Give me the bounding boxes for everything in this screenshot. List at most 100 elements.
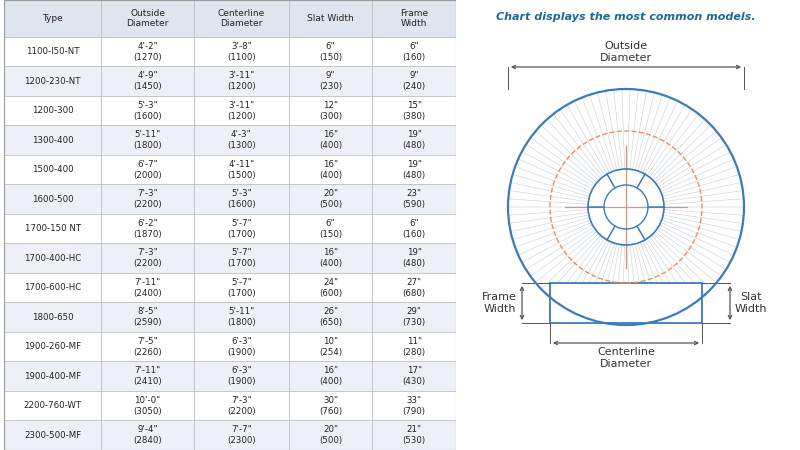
Bar <box>4 155 101 184</box>
Bar <box>101 96 194 126</box>
Text: 5'-7"
(1700): 5'-7" (1700) <box>227 248 256 268</box>
Text: 1200-230-NT: 1200-230-NT <box>24 76 81 86</box>
Text: 10"
(254): 10" (254) <box>319 337 342 356</box>
Bar <box>101 155 194 184</box>
Bar <box>372 37 456 67</box>
Bar <box>194 126 289 155</box>
Bar <box>289 67 372 96</box>
Text: 16"
(400): 16" (400) <box>319 248 342 268</box>
Bar <box>101 361 194 391</box>
Text: Chart displays the most common models.: Chart displays the most common models. <box>496 12 756 22</box>
Bar <box>101 0 194 37</box>
Text: 3'-11"
(1200): 3'-11" (1200) <box>227 71 256 91</box>
Bar <box>4 37 101 67</box>
Bar <box>194 0 289 37</box>
Text: 4'-2"
(1270): 4'-2" (1270) <box>133 42 162 62</box>
Bar <box>4 391 101 420</box>
Text: 5'-11"
(1800): 5'-11" (1800) <box>133 130 162 150</box>
Bar <box>4 273 101 302</box>
Bar <box>194 332 289 361</box>
Text: 6"
(150): 6" (150) <box>319 42 342 62</box>
Bar <box>372 214 456 243</box>
Text: 2300-500-MF: 2300-500-MF <box>24 431 82 440</box>
Text: 7'-5"
(2260): 7'-5" (2260) <box>133 337 162 356</box>
Text: 4'-3"
(1300): 4'-3" (1300) <box>227 130 256 150</box>
Bar <box>372 361 456 391</box>
Text: 3'-11"
(1200): 3'-11" (1200) <box>227 101 256 121</box>
Text: Type: Type <box>42 14 63 23</box>
Text: 1300-400: 1300-400 <box>32 136 74 145</box>
Text: 1700-400-HC: 1700-400-HC <box>24 254 82 263</box>
Text: 16"
(400): 16" (400) <box>319 366 342 386</box>
Bar <box>101 332 194 361</box>
Bar <box>101 184 194 214</box>
Bar <box>101 67 194 96</box>
Text: 6"
(150): 6" (150) <box>319 219 342 238</box>
Bar <box>194 67 289 96</box>
Text: 2200-760-WT: 2200-760-WT <box>23 401 82 410</box>
Text: 6'-7"
(2000): 6'-7" (2000) <box>133 160 162 180</box>
Bar <box>372 96 456 126</box>
Bar <box>550 283 702 323</box>
Text: 20"
(500): 20" (500) <box>319 425 342 445</box>
Text: 19"
(480): 19" (480) <box>402 160 426 180</box>
Text: 1500-400: 1500-400 <box>32 165 74 174</box>
Text: 12"
(300): 12" (300) <box>319 101 342 121</box>
Bar <box>4 302 101 332</box>
Bar <box>101 126 194 155</box>
Bar <box>289 243 372 273</box>
Text: Slat
Width: Slat Width <box>735 292 767 314</box>
Text: 23"
(590): 23" (590) <box>402 189 426 209</box>
Text: 17"
(430): 17" (430) <box>402 366 426 386</box>
Text: 6'-3"
(1900): 6'-3" (1900) <box>227 366 255 386</box>
Text: 5'-11"
(1800): 5'-11" (1800) <box>227 307 256 327</box>
Text: 16"
(400): 16" (400) <box>319 130 342 150</box>
Bar <box>194 273 289 302</box>
Bar <box>194 184 289 214</box>
Bar <box>289 214 372 243</box>
Bar <box>289 96 372 126</box>
Bar <box>372 67 456 96</box>
Text: 24"
(600): 24" (600) <box>319 278 342 297</box>
Bar <box>101 273 194 302</box>
Bar <box>4 361 101 391</box>
Text: 1900-400-MF: 1900-400-MF <box>24 372 81 381</box>
Text: Outside
Diameter: Outside Diameter <box>600 41 652 63</box>
Bar <box>372 0 456 37</box>
Text: 5'-3"
(1600): 5'-3" (1600) <box>133 101 162 121</box>
Text: 7'-3"
(2200): 7'-3" (2200) <box>133 189 162 209</box>
Bar <box>372 391 456 420</box>
Bar <box>101 37 194 67</box>
Bar <box>101 391 194 420</box>
Bar <box>289 155 372 184</box>
Bar <box>289 332 372 361</box>
Bar <box>289 420 372 450</box>
Bar <box>4 126 101 155</box>
Text: 11"
(280): 11" (280) <box>402 337 426 356</box>
Bar <box>289 126 372 155</box>
Text: 1900-260-MF: 1900-260-MF <box>24 342 81 351</box>
Text: 27"
(680): 27" (680) <box>402 278 426 297</box>
Text: 1700-150 NT: 1700-150 NT <box>25 224 81 233</box>
Bar <box>194 361 289 391</box>
Text: 8'-5"
(2590): 8'-5" (2590) <box>134 307 162 327</box>
Bar <box>372 420 456 450</box>
Text: 9"
(240): 9" (240) <box>402 71 426 91</box>
Bar <box>4 67 101 96</box>
Bar <box>289 184 372 214</box>
Text: 1600-500: 1600-500 <box>32 195 74 204</box>
Bar <box>289 273 372 302</box>
Bar <box>289 302 372 332</box>
Text: Slat Width: Slat Width <box>307 14 354 23</box>
Bar <box>101 420 194 450</box>
Text: Frame
Width: Frame Width <box>400 9 428 28</box>
Bar <box>194 214 289 243</box>
Text: 3'-8"
(1100): 3'-8" (1100) <box>227 42 256 62</box>
Text: 15"
(380): 15" (380) <box>402 101 426 121</box>
Text: 7'-11"
(2400): 7'-11" (2400) <box>133 278 162 297</box>
Bar <box>194 391 289 420</box>
Text: 5'-7"
(1700): 5'-7" (1700) <box>227 278 256 297</box>
Bar <box>194 243 289 273</box>
Text: 30"
(760): 30" (760) <box>319 396 342 416</box>
Bar <box>372 126 456 155</box>
